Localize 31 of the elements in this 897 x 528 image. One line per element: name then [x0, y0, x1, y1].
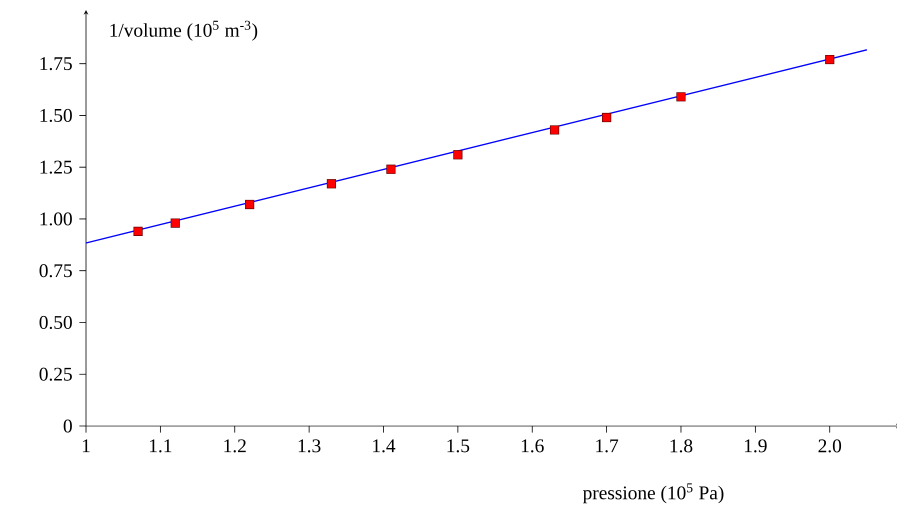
x-axis-title: pressione (10$^{5}$ Pa) [582, 483, 724, 504]
point [386, 164, 396, 174]
y-tick-label: 0.75 [40, 264, 72, 278]
point [133, 226, 143, 236]
y-tick-label: 1.50 [40, 108, 72, 122]
point [550, 125, 560, 135]
point [602, 112, 612, 122]
point [170, 218, 180, 228]
x-tick-label: 1.2 [224, 439, 246, 452]
y-axis-title: 1/volume (10$^{5}$ m$^{-3}$) [110, 20, 258, 41]
x-tick-label: 2.0 [818, 439, 842, 452]
x-tick-label: 1.1 [150, 439, 172, 452]
y-tick-label: 0 [64, 419, 72, 433]
x-tick-label: 1.3 [298, 439, 320, 452]
y-tick-label: 1.00 [40, 212, 72, 226]
x-tick-label: 1.6 [522, 439, 544, 452]
y-tick-label: 1.75 [40, 57, 72, 70]
point [676, 92, 686, 102]
point [453, 150, 462, 160]
y-tick-label: 0.25 [40, 368, 72, 381]
x-tick-label: 1.8 [670, 439, 692, 452]
x-tick-label: 1.5 [447, 439, 470, 452]
y-tick-label: 1.25 [40, 160, 72, 174]
x-tick-label: 1.7 [596, 439, 618, 452]
x-tick-label: 1.9 [744, 439, 767, 452]
x-tick-label: 1.4 [373, 439, 396, 452]
point [326, 179, 336, 188]
point [825, 54, 834, 64]
y-tick-label: 0.50 [40, 316, 72, 330]
point [245, 200, 254, 210]
x-tick-label: 1 [82, 439, 90, 452]
